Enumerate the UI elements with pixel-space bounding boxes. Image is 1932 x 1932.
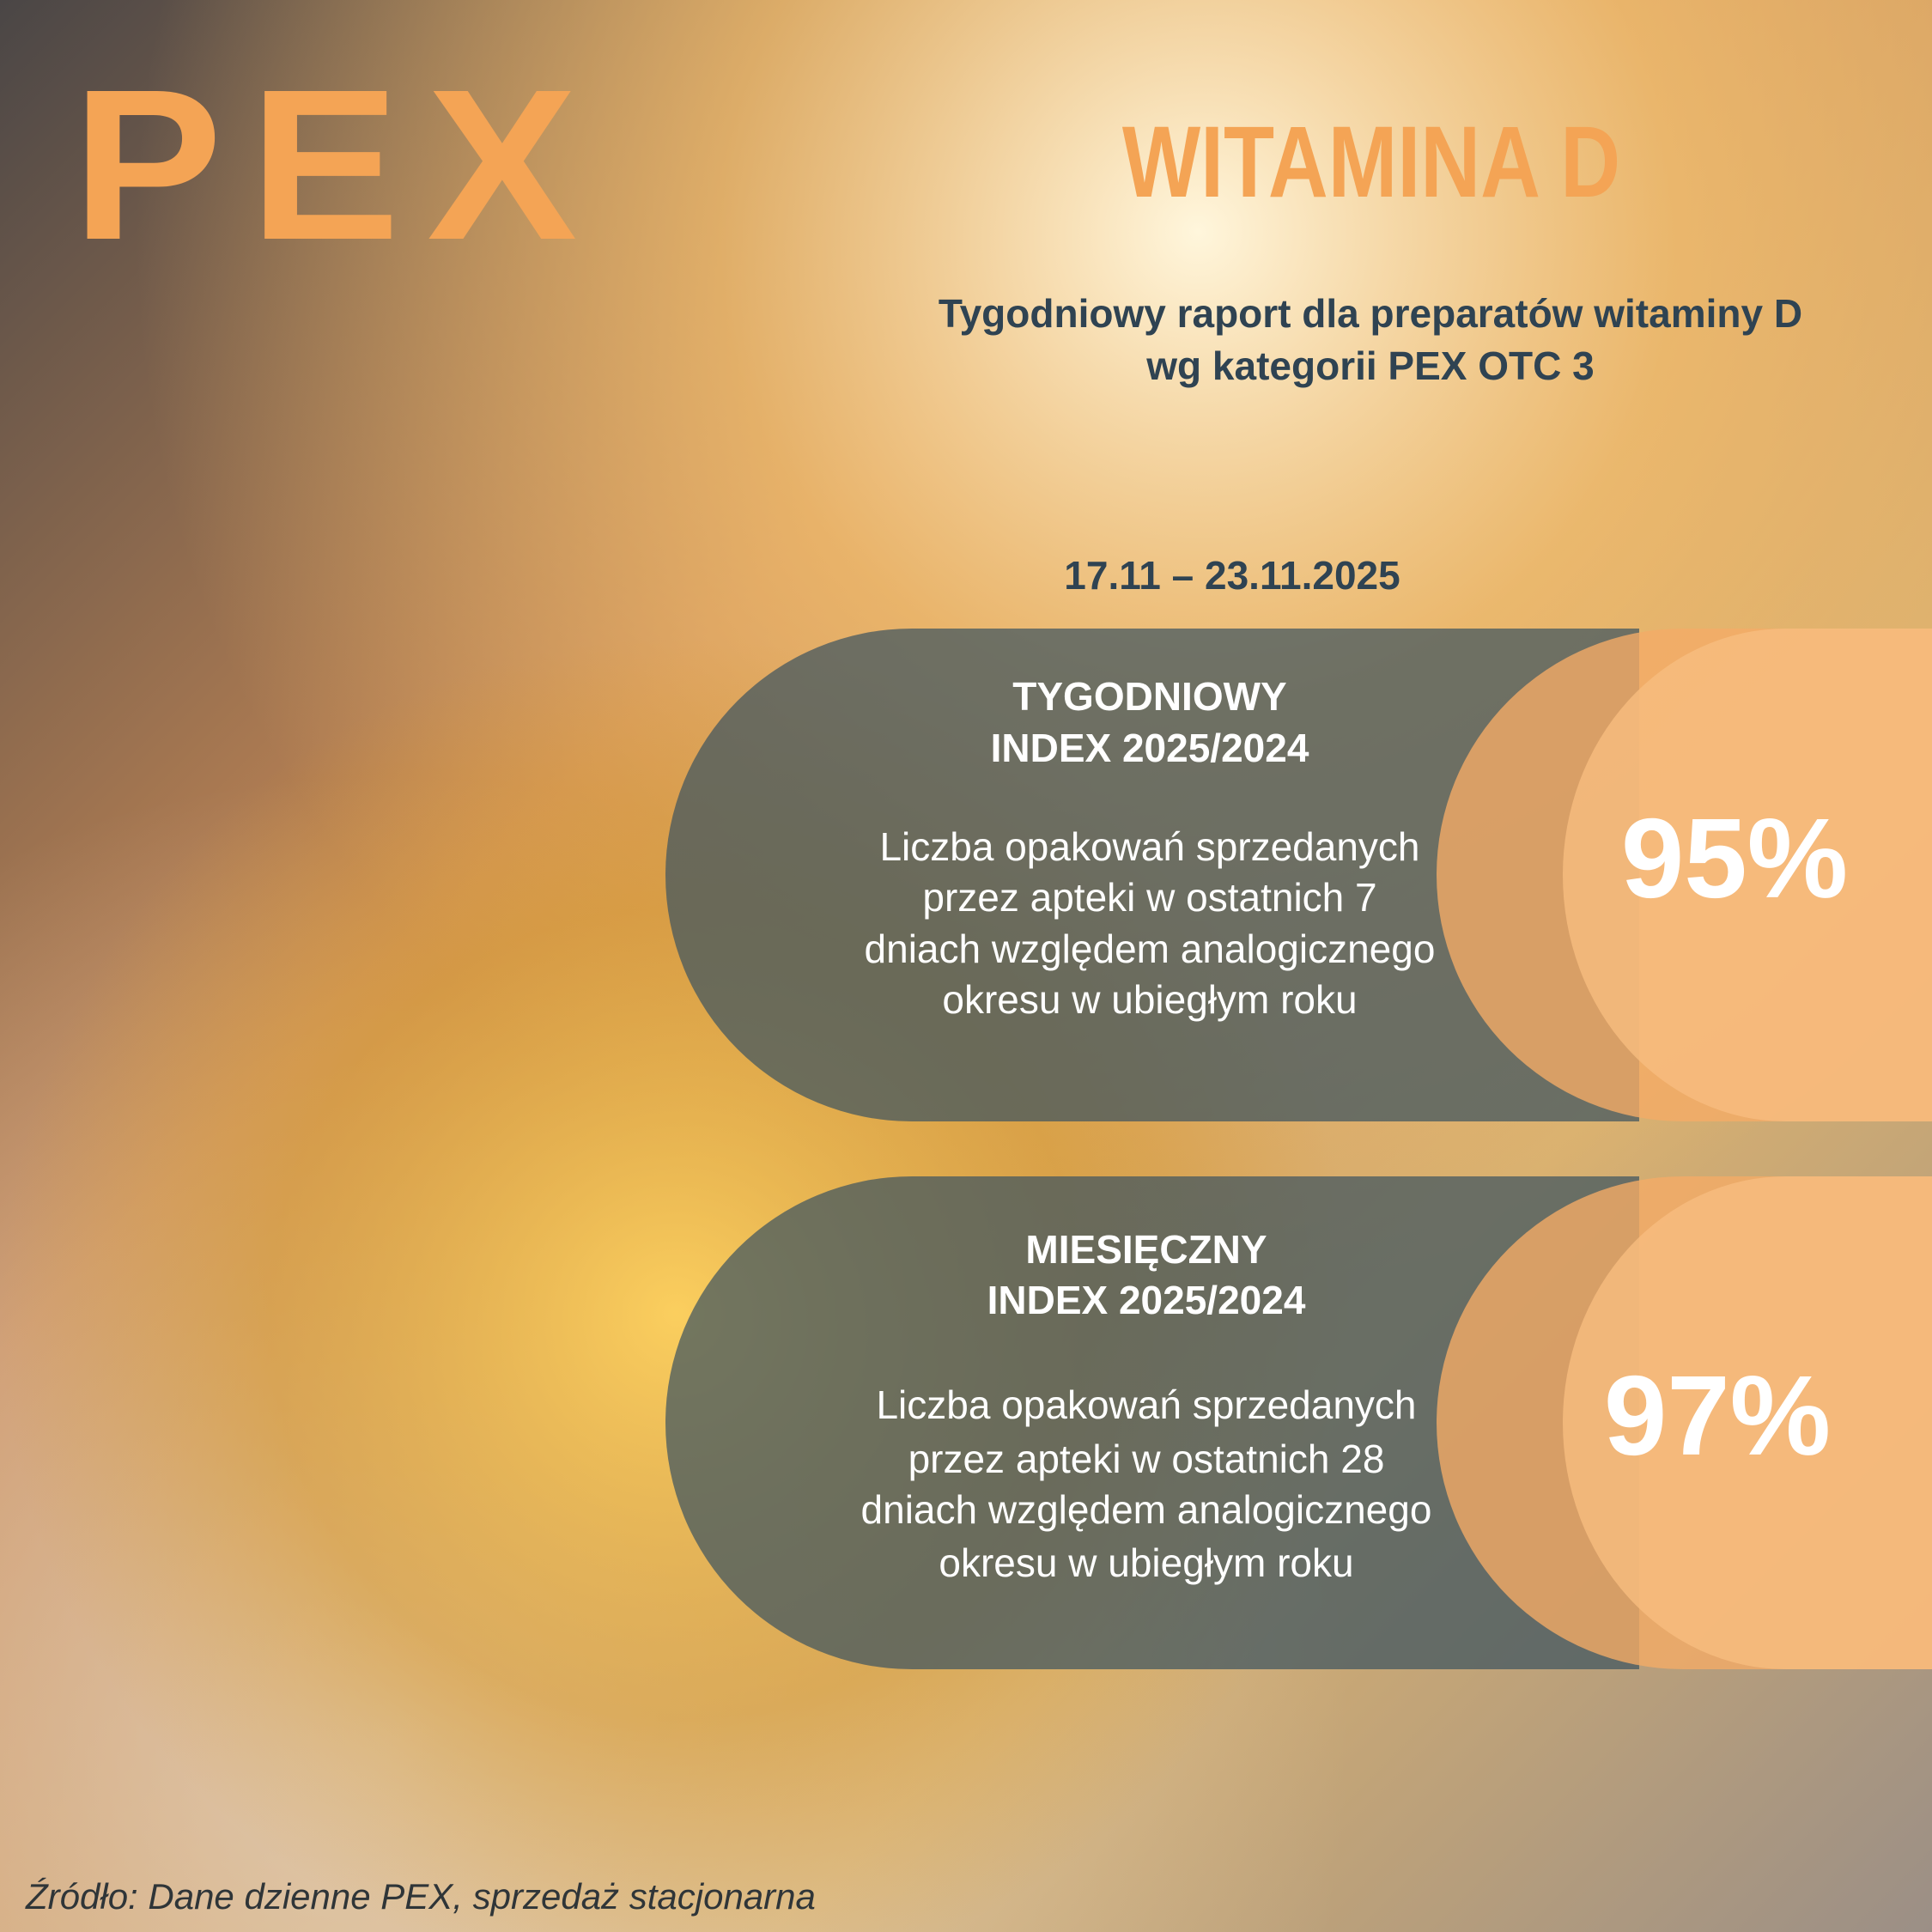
subtitle: Tygodniowy raport dla preparatów witamin… — [939, 291, 1802, 336]
title: WITAMINA D — [1122, 105, 1620, 218]
card-panel — [665, 629, 1639, 1121]
card-heading: MIESIĘCZNY — [1025, 1227, 1267, 1272]
source-note: Źródło: Dane dzienne PEX, sprzedaż stacj… — [25, 1876, 816, 1917]
subtitle: wg kategorii PEX OTC 3 — [1145, 343, 1594, 388]
card: MIESIĘCZNY INDEX 2025/2024 Liczba opakow… — [665, 1176, 1932, 1669]
card-description: przez apteki w ostatnich 28 — [908, 1437, 1385, 1481]
logo: PEX — [72, 46, 605, 285]
card-panel — [665, 1176, 1639, 1669]
card: TYGODNIOWY INDEX 2025/2024 Liczba opakow… — [665, 629, 1932, 1121]
card-description: dniach względem analogicznego — [865, 927, 1436, 971]
card-value-panel — [1563, 629, 1932, 1121]
card-heading: INDEX 2025/2024 — [991, 726, 1309, 770]
card-description: Liczba opakowań sprzedanych — [879, 824, 1419, 869]
card-heading: INDEX 2025/2024 — [987, 1278, 1306, 1322]
card-description: Liczba opakowań sprzedanych — [876, 1382, 1416, 1427]
card-value-panel — [1563, 1176, 1932, 1669]
card-description: okresu w ubiegłym roku — [942, 977, 1357, 1022]
card-heading: TYGODNIOWY — [1012, 674, 1286, 719]
card-description: dniach względem analogicznego — [861, 1487, 1432, 1532]
period: 17.11 – 23.11.2025 — [1064, 553, 1400, 598]
card-value: 97% — [1604, 1352, 1831, 1479]
card-description: przez apteki w ostatnich 7 — [922, 875, 1376, 920]
card-description: okresu w ubiegłym roku — [939, 1540, 1353, 1585]
card-value: 95% — [1621, 795, 1848, 921]
